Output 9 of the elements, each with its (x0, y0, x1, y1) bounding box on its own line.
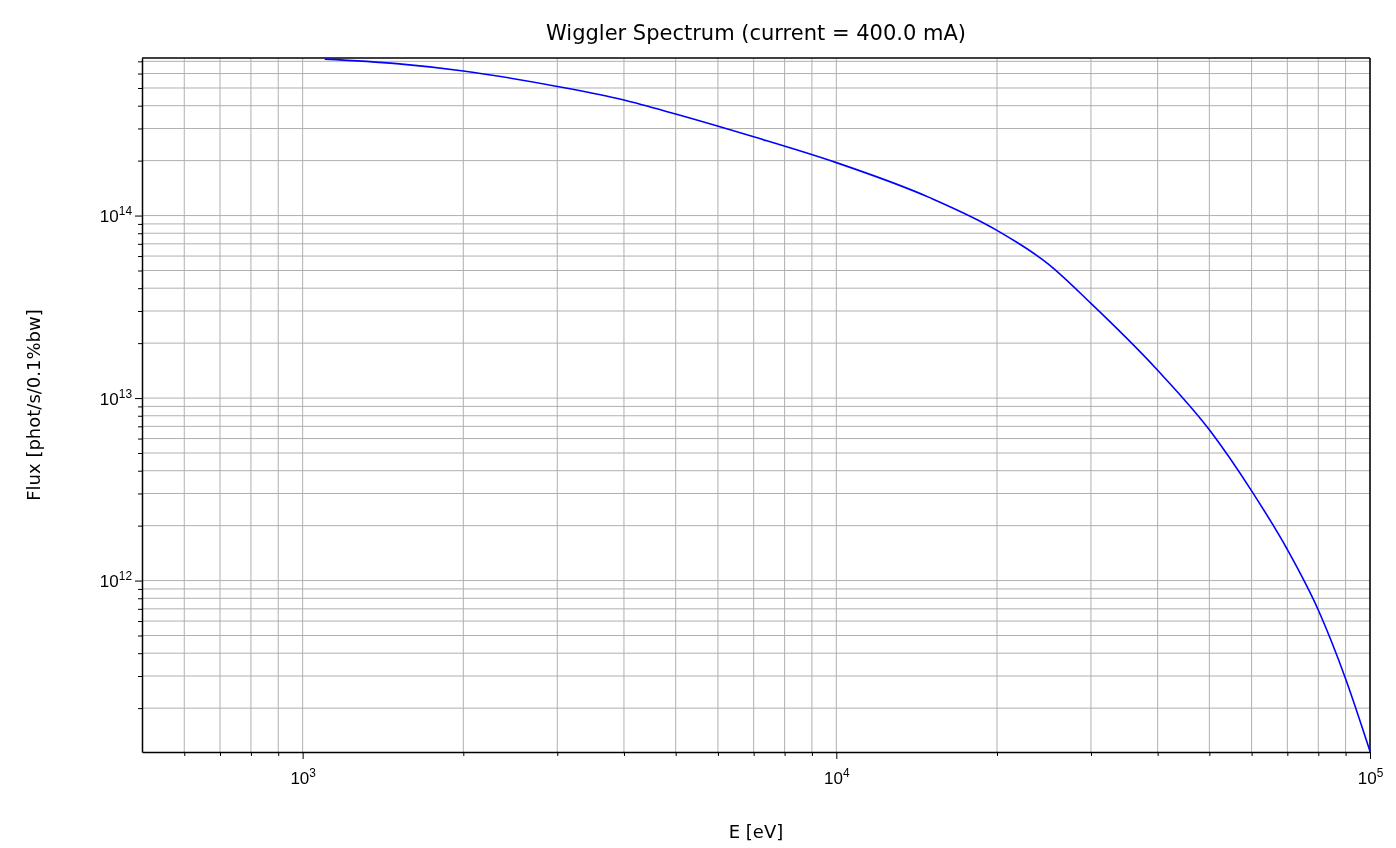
y-tick-label: 10$^{14}$ (99, 204, 133, 227)
y-axis-title: Flux [phot/s/0.1%bw] (23, 309, 44, 501)
x-tick-label: 10$^{3}$ (290, 766, 317, 788)
x-tick-label: 10$^{4}$ (824, 766, 850, 788)
y-tick-label: 10$^{12}$ (99, 569, 133, 592)
chart-title: Wiggler Spectrum (current = 400.0 mA) (546, 21, 966, 45)
x-axis-title: E [eV] (728, 821, 784, 842)
x-tick-label: 10$^{5}$ (1357, 766, 1384, 788)
y-tick-label: 10$^{13}$ (99, 386, 133, 409)
